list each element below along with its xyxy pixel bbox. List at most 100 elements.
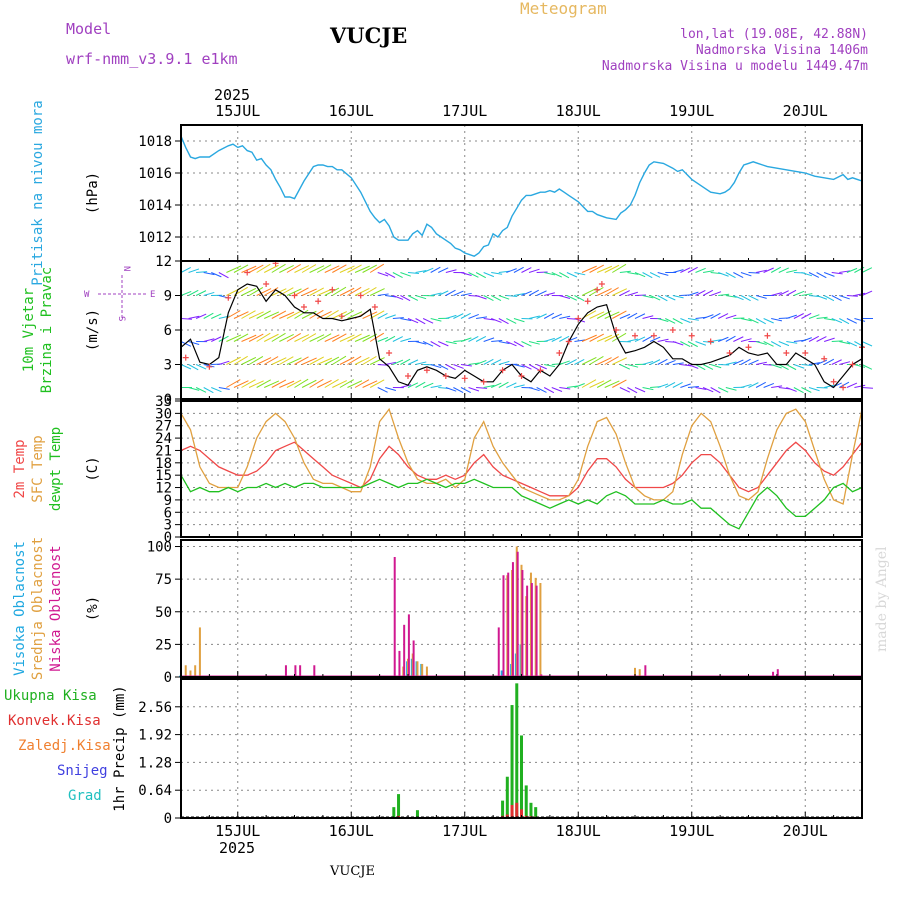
wind-barb: [604, 287, 619, 296]
wind-barb: [695, 364, 706, 371]
wind-barb: [725, 272, 736, 279]
wind-barb: [687, 291, 699, 296]
wind-barb: [248, 333, 264, 342]
wind-barb: [574, 339, 586, 342]
wind-barb: [248, 286, 264, 296]
wind-barb: [559, 315, 571, 319]
wind-barb: [453, 313, 464, 319]
wind-barb: [808, 387, 820, 392]
wind-barb: [392, 336, 403, 342]
wind-barb: [369, 357, 385, 365]
wind-gust-marker: [480, 378, 487, 385]
footer-station: VUCJE: [329, 864, 375, 879]
y-tick-label: 27: [155, 419, 172, 435]
wind-barb: [438, 290, 449, 296]
wind-speed-line: [180, 283, 863, 389]
wind-barb: [324, 356, 340, 365]
precip-legend-label: Konvek.Kisa: [8, 713, 101, 729]
wind-barb: [286, 379, 302, 388]
wind-gust-marker: [537, 367, 544, 374]
wind-barb: [551, 313, 563, 319]
wind-barb: [286, 288, 302, 296]
wind-barb: [460, 364, 472, 367]
wind-barb: [339, 356, 355, 365]
wind-barb: [536, 364, 547, 370]
wind-barb: [740, 358, 751, 365]
wind-barb: [604, 356, 619, 365]
wind-barb: [211, 336, 222, 342]
wind-barb: [453, 364, 464, 369]
wind-barb: [740, 272, 752, 277]
wind-barb: [589, 311, 605, 319]
wind-barb: [483, 318, 495, 321]
y-tick-label: 75: [155, 572, 172, 588]
y-tick-label: 1016: [138, 166, 172, 182]
wind-barb: [415, 381, 426, 388]
sfc-temp-line: [180, 407, 863, 505]
lonlat-text: lon,lat (19.08E, 42.88N): [680, 27, 868, 42]
wind-barb: [559, 295, 571, 299]
wind-barb: [861, 364, 873, 370]
wind-barb: [846, 318, 857, 324]
wind-barb: [718, 272, 729, 277]
total-precip-bar: [510, 705, 514, 818]
wind-barb: [823, 272, 835, 277]
wind-barb: [695, 341, 707, 346]
wind-barb: [786, 364, 797, 371]
wind-barb: [195, 387, 207, 393]
wind-barb: [755, 269, 767, 273]
wind-barb: [483, 384, 495, 388]
wind-barb: [377, 272, 389, 277]
wind-barb: [188, 315, 200, 319]
wind-gust-marker: [707, 338, 714, 345]
wind-barb: [649, 336, 661, 342]
total-precip-bar: [515, 683, 519, 818]
wind-barb: [180, 266, 191, 273]
wind-barb: [634, 313, 646, 319]
wind-barb: [475, 335, 487, 342]
station-title: VUCJE: [329, 23, 407, 48]
wind-barb: [369, 288, 385, 296]
wind-barb: [309, 356, 324, 365]
wind-barb: [536, 313, 547, 319]
wind-barb: [438, 341, 449, 347]
wind-barb: [294, 287, 309, 296]
wind-barb: [316, 264, 332, 273]
wind-barb: [574, 295, 585, 302]
wind-barb: [528, 289, 539, 296]
wind-barb: [415, 295, 427, 300]
wind-barb: [241, 356, 257, 365]
panel-side-label: Brzina i Pravac: [39, 267, 55, 393]
y-tick-label: 15: [155, 468, 172, 484]
wind-barb: [498, 360, 510, 365]
compass-south: S: [116, 316, 126, 321]
wind-gust-marker: [556, 350, 563, 356]
wind-barb: [687, 318, 699, 321]
wind-barb: [286, 357, 302, 365]
wind-gust-marker: [182, 354, 189, 361]
wind-barb: [354, 265, 370, 273]
wind-barb: [596, 334, 613, 342]
wind-barb: [786, 269, 798, 273]
wind-barb: [839, 295, 850, 300]
wind-barb: [264, 311, 280, 319]
wind-barb: [203, 312, 214, 319]
total-precip-bar: [505, 776, 509, 818]
wind-barb: [786, 341, 798, 344]
wind-barb: [702, 387, 714, 393]
wind-barb: [279, 380, 295, 388]
wind-barb: [271, 357, 287, 365]
wind-barb: [377, 336, 389, 342]
wind-barb: [771, 364, 782, 369]
wind-barb: [543, 387, 555, 394]
wind-barb: [279, 287, 294, 296]
wind-gust-marker: [783, 350, 790, 356]
wind-barb: [521, 267, 532, 273]
wind-barb: [771, 318, 783, 322]
wind-barb: [831, 340, 843, 342]
conv-precip-bar: [510, 804, 514, 818]
wind-barb: [733, 272, 744, 278]
panel-side-label: 10m Vjetar: [21, 288, 37, 372]
wind-barb: [634, 294, 647, 296]
wind-barb: [309, 265, 325, 273]
